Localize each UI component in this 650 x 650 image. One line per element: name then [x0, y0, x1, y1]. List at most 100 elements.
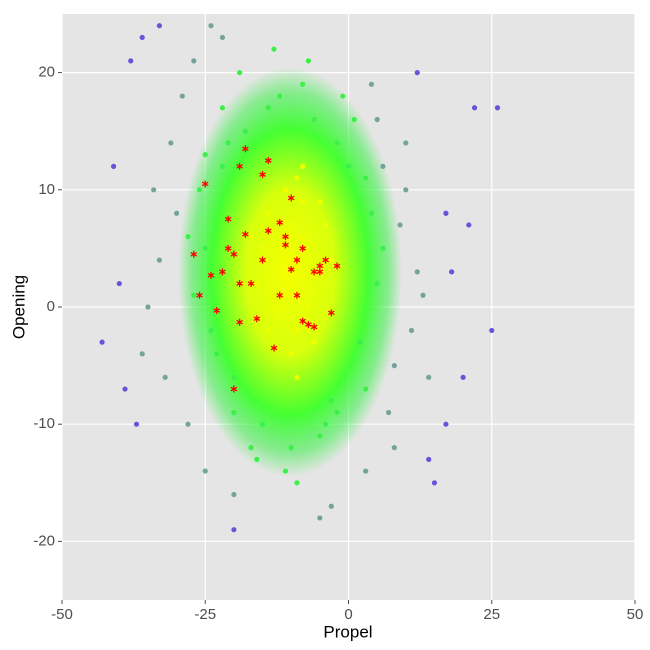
point — [363, 175, 369, 181]
point — [311, 116, 317, 123]
point — [282, 468, 289, 474]
point — [305, 304, 311, 310]
x-tick-label: 50 — [627, 606, 644, 623]
point — [248, 445, 254, 451]
point — [391, 445, 397, 451]
point — [403, 187, 409, 193]
y-axis-title: Opening — [9, 275, 28, 339]
point — [443, 421, 449, 427]
point — [345, 163, 352, 169]
point — [191, 58, 197, 64]
point — [271, 46, 277, 52]
point — [300, 234, 306, 240]
point — [294, 480, 300, 486]
point — [139, 351, 145, 357]
star-point — [287, 265, 295, 273]
point — [328, 257, 334, 263]
point — [99, 339, 105, 345]
point — [466, 222, 472, 228]
star-point — [327, 309, 335, 317]
point — [214, 351, 220, 357]
star-point — [299, 317, 307, 325]
star-point — [196, 291, 203, 299]
star-point — [287, 194, 295, 202]
point — [334, 140, 340, 146]
point — [403, 140, 409, 146]
point — [219, 163, 226, 169]
point — [196, 187, 203, 193]
point — [271, 304, 277, 310]
star-point — [230, 385, 238, 393]
point — [202, 152, 208, 158]
y-tick-label: 20 — [38, 64, 55, 81]
point — [311, 292, 317, 298]
point — [408, 327, 415, 334]
point — [294, 374, 300, 380]
point — [368, 210, 375, 216]
point — [254, 456, 260, 462]
point — [391, 363, 397, 369]
point — [322, 421, 329, 427]
point — [294, 327, 300, 334]
point — [380, 245, 386, 251]
point — [317, 433, 323, 439]
star-point — [213, 307, 221, 315]
point — [225, 140, 231, 146]
y-tick-label: 0 — [47, 298, 55, 315]
point — [139, 34, 145, 41]
point — [254, 280, 260, 287]
point — [288, 351, 294, 357]
point — [397, 222, 403, 228]
point — [242, 128, 248, 134]
star-point — [259, 256, 266, 264]
point — [168, 140, 174, 146]
point — [277, 316, 283, 322]
star-point — [316, 268, 324, 276]
point — [122, 386, 128, 392]
point — [380, 163, 386, 169]
star-point — [293, 291, 301, 299]
point — [374, 280, 380, 287]
star-point — [282, 233, 289, 241]
point — [277, 93, 283, 99]
star-point — [201, 180, 209, 188]
star-point — [293, 256, 301, 264]
point — [363, 386, 369, 392]
point — [351, 116, 357, 123]
star-point — [236, 280, 243, 288]
star-point — [247, 280, 255, 288]
point — [231, 527, 237, 533]
star-point — [310, 323, 318, 331]
point — [277, 245, 283, 251]
point — [460, 374, 466, 380]
point — [162, 374, 168, 380]
point — [328, 503, 334, 509]
point — [237, 70, 243, 76]
star-point — [316, 262, 324, 270]
star-point — [333, 262, 341, 270]
point — [219, 34, 226, 41]
point — [288, 280, 294, 287]
y-tick-label: 10 — [38, 181, 55, 198]
point — [116, 280, 122, 287]
point — [322, 222, 329, 228]
star-point — [242, 145, 249, 153]
star-point — [270, 344, 278, 352]
star-point — [282, 241, 289, 249]
point — [231, 409, 237, 416]
point — [431, 480, 438, 486]
point — [300, 163, 306, 169]
star-point — [224, 244, 232, 252]
star-point — [219, 268, 226, 276]
star-point — [236, 318, 243, 326]
star-point — [230, 250, 238, 258]
star-point — [299, 244, 307, 252]
point — [494, 105, 501, 111]
point — [282, 292, 289, 298]
star-point — [264, 157, 272, 164]
star-point — [242, 230, 249, 238]
point — [248, 234, 254, 240]
point — [340, 93, 346, 99]
point — [208, 327, 214, 334]
point — [414, 70, 420, 76]
